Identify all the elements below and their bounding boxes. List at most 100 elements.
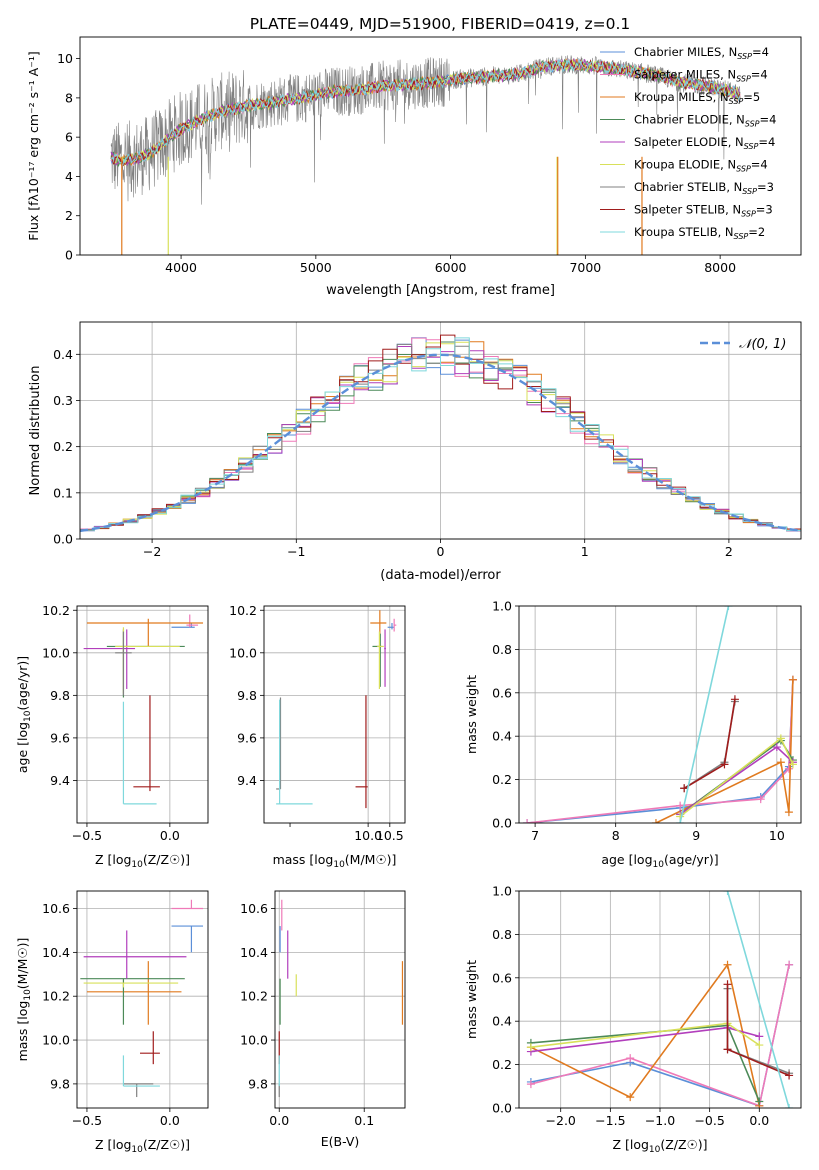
legend-entry: Salpeter ELODIE, NSSP=4 <box>634 135 775 151</box>
legend: 𝒩(0, 1) <box>700 337 786 352</box>
y-tick-label: 0.3 <box>53 393 73 408</box>
weight-marker-salpeter_miles <box>756 795 765 804</box>
x-axis-label: age [log10(age/yr)] <box>601 852 718 870</box>
y-tick-label: 10.2 <box>240 989 268 1004</box>
weight-line-salpeter_miles <box>527 679 794 823</box>
weight-marker-salpeter_stelib <box>785 1071 794 1080</box>
x-tick-label: 1 <box>581 544 589 559</box>
weight-line-kroupa_miles <box>655 679 794 823</box>
weight-marker-kroupa_elodie <box>788 760 797 769</box>
y-axis-label: mass weight <box>464 960 479 1039</box>
y-tick-label: 0.8 <box>492 642 512 657</box>
weight-marker-salpeter_miles <box>784 764 793 773</box>
weight-marker-salpeter_stelib <box>720 760 729 769</box>
spectrum-chart: 4000 5000 6000 7000 8000 0 2 4 6 8 10 wavelength [A… <box>26 36 802 298</box>
y-tick-label: 0.4 <box>53 347 73 362</box>
age_vs_z-chart: −0.5 0.0 9.4 9.6 9.8 10.0 10.2 Z [log10(Z/Z☉)] a… <box>15 603 209 870</box>
residuals-chart: −2 −1 0 1 2 0.0 0.1 0.2 0.3 0.4 (data-model)/error… <box>28 321 802 583</box>
histogram-kroupa_stelib <box>80 337 801 532</box>
weight-line-salpeter_miles <box>530 964 790 1107</box>
y-tick-label: 10.0 <box>42 1033 70 1048</box>
normal-distribution-curve <box>80 353 801 533</box>
x-tick-label: −0.5 <box>72 828 102 843</box>
x-tick-label: 10.0 <box>354 828 382 843</box>
legend-entry: Kroupa ELODIE, NSSP=4 <box>634 158 768 174</box>
weight-marker-salpeter_elodie <box>755 1032 764 1041</box>
x-axis-label: Z [log10(Z/Z☉)] <box>612 1137 707 1155</box>
y-tick-label: 10.4 <box>240 945 268 960</box>
legend-entry: Chabrier STELIB, NSSP=3 <box>634 180 774 196</box>
x-tick-label: −2.0 <box>546 1113 576 1128</box>
x-tick-label: 0.0 <box>160 828 180 843</box>
model-spectrum-kroupa_stelib <box>110 58 741 167</box>
x-tick-label: 10 <box>769 828 785 843</box>
x-tick-label: 8000 <box>704 260 736 275</box>
y-tick-label: 0.0 <box>492 1101 512 1116</box>
y-tick-label: 1.0 <box>492 599 512 614</box>
legend-entry: Kroupa STELIB, NSSP=2 <box>634 225 765 241</box>
weight-line-kroupa_elodie <box>530 1022 760 1048</box>
x-axis-label: mass [log10(M/M☉)] <box>273 852 397 870</box>
x-tick-label: 0.0 <box>160 1113 180 1128</box>
y-tick-label: 10.0 <box>240 1033 268 1048</box>
weight-marker-salpeter_miles <box>526 1080 535 1089</box>
y-tick-label: 10.0 <box>42 645 70 660</box>
x-tick-label: 7 <box>531 828 539 843</box>
figure-title: PLATE=0449, MJD=51900, FIBERID=0419, z=0… <box>250 15 631 33</box>
weight-marker-kroupa_stelib <box>676 819 685 823</box>
weight-marker-kroupa_elodie <box>776 734 785 743</box>
weight-line-kroupa_stelib <box>679 606 730 823</box>
weight-marker-kroupa_stelib <box>785 1104 794 1108</box>
y-axis-label: mass [log10(M/M☉)] <box>15 938 33 1062</box>
y-tick-label: 10.6 <box>240 901 268 916</box>
y-tick-label: 0.0 <box>53 532 73 547</box>
weight-marker-salpeter_elodie <box>772 743 781 752</box>
weight-marker-kroupa_miles <box>784 808 793 817</box>
weight-line-salpeter_stelib <box>683 699 736 789</box>
x-tick-label: −1.0 <box>645 1113 675 1128</box>
weight-line-chabrier_miles <box>527 679 794 823</box>
weight-marker-kroupa_stelib <box>723 891 732 895</box>
y-tick-label: 9.4 <box>50 773 70 788</box>
legend-entry: Chabrier MILES, NSSP=4 <box>634 45 769 61</box>
weight-marker-kroupa_stelib <box>724 606 733 610</box>
mass_weight_vs_age-plot-area <box>523 606 797 823</box>
x-axis-label: wavelength [Angstrom, rest frame] <box>326 283 555 298</box>
y-tick-label: 9.6 <box>237 730 257 745</box>
weight-marker-kroupa_miles <box>651 819 660 823</box>
y-tick-label: 4 <box>65 169 73 184</box>
axes-frame <box>79 321 802 540</box>
y-tick-label: 0 <box>65 248 73 263</box>
legend-entry: Salpeter STELIB, NSSP=3 <box>634 203 773 219</box>
mass_vs_z-plot-area <box>80 899 204 1098</box>
y-tick-label: 0.1 <box>53 485 73 500</box>
weight-marker-salpeter_stelib <box>723 1045 732 1054</box>
y-axis-label: mass weight <box>464 675 479 754</box>
axes-frame <box>274 890 406 1109</box>
mass_vs_ebv-plot-area <box>278 899 404 1098</box>
legend-entry: Kroupa MILES, NSSP=5 <box>634 90 760 106</box>
weight-marker-salpeter_stelib <box>680 784 689 793</box>
x-axis-label: Z [log10(Z/Z☉)] <box>95 852 190 870</box>
y-tick-label: 8 <box>65 90 73 105</box>
x-tick-label: 6000 <box>435 260 467 275</box>
spectrum-plot-area <box>110 55 741 255</box>
y-tick-label: 0.2 <box>492 772 512 787</box>
axes-frame <box>76 605 209 824</box>
weight-marker-salpeter_miles <box>523 819 532 823</box>
weight-marker-kroupa_miles <box>626 1093 635 1102</box>
mass_weight_vs_z-chart: −2.0 −1.5 −1.0 −0.5 0.0 0.0 0.2 0.4 0.6 0.8 1.0 Z [… <box>464 884 802 1155</box>
mass_vs_z-chart: −0.5 0.0 9.8 10.0 10.2 10.4 10.6 Z [log10(Z/Z☉)… <box>15 890 209 1155</box>
x-axis-label: (data-model)/error <box>380 568 501 583</box>
y-axis-label: age [log10(age/yr)] <box>15 656 33 773</box>
axes-frame <box>518 605 802 824</box>
weight-marker-kroupa_miles <box>776 758 785 767</box>
y-tick-label: 9.8 <box>50 688 70 703</box>
x-tick-label: 0.0 <box>269 1113 289 1128</box>
weight-marker-salpeter_miles <box>676 801 685 810</box>
legend-entry: Chabrier ELODIE, NSSP=4 <box>634 113 776 129</box>
axes-frame <box>518 890 802 1109</box>
y-tick-label: 2 <box>65 208 73 223</box>
x-tick-label: 8 <box>612 828 620 843</box>
x-tick-label: −1 <box>287 544 305 559</box>
